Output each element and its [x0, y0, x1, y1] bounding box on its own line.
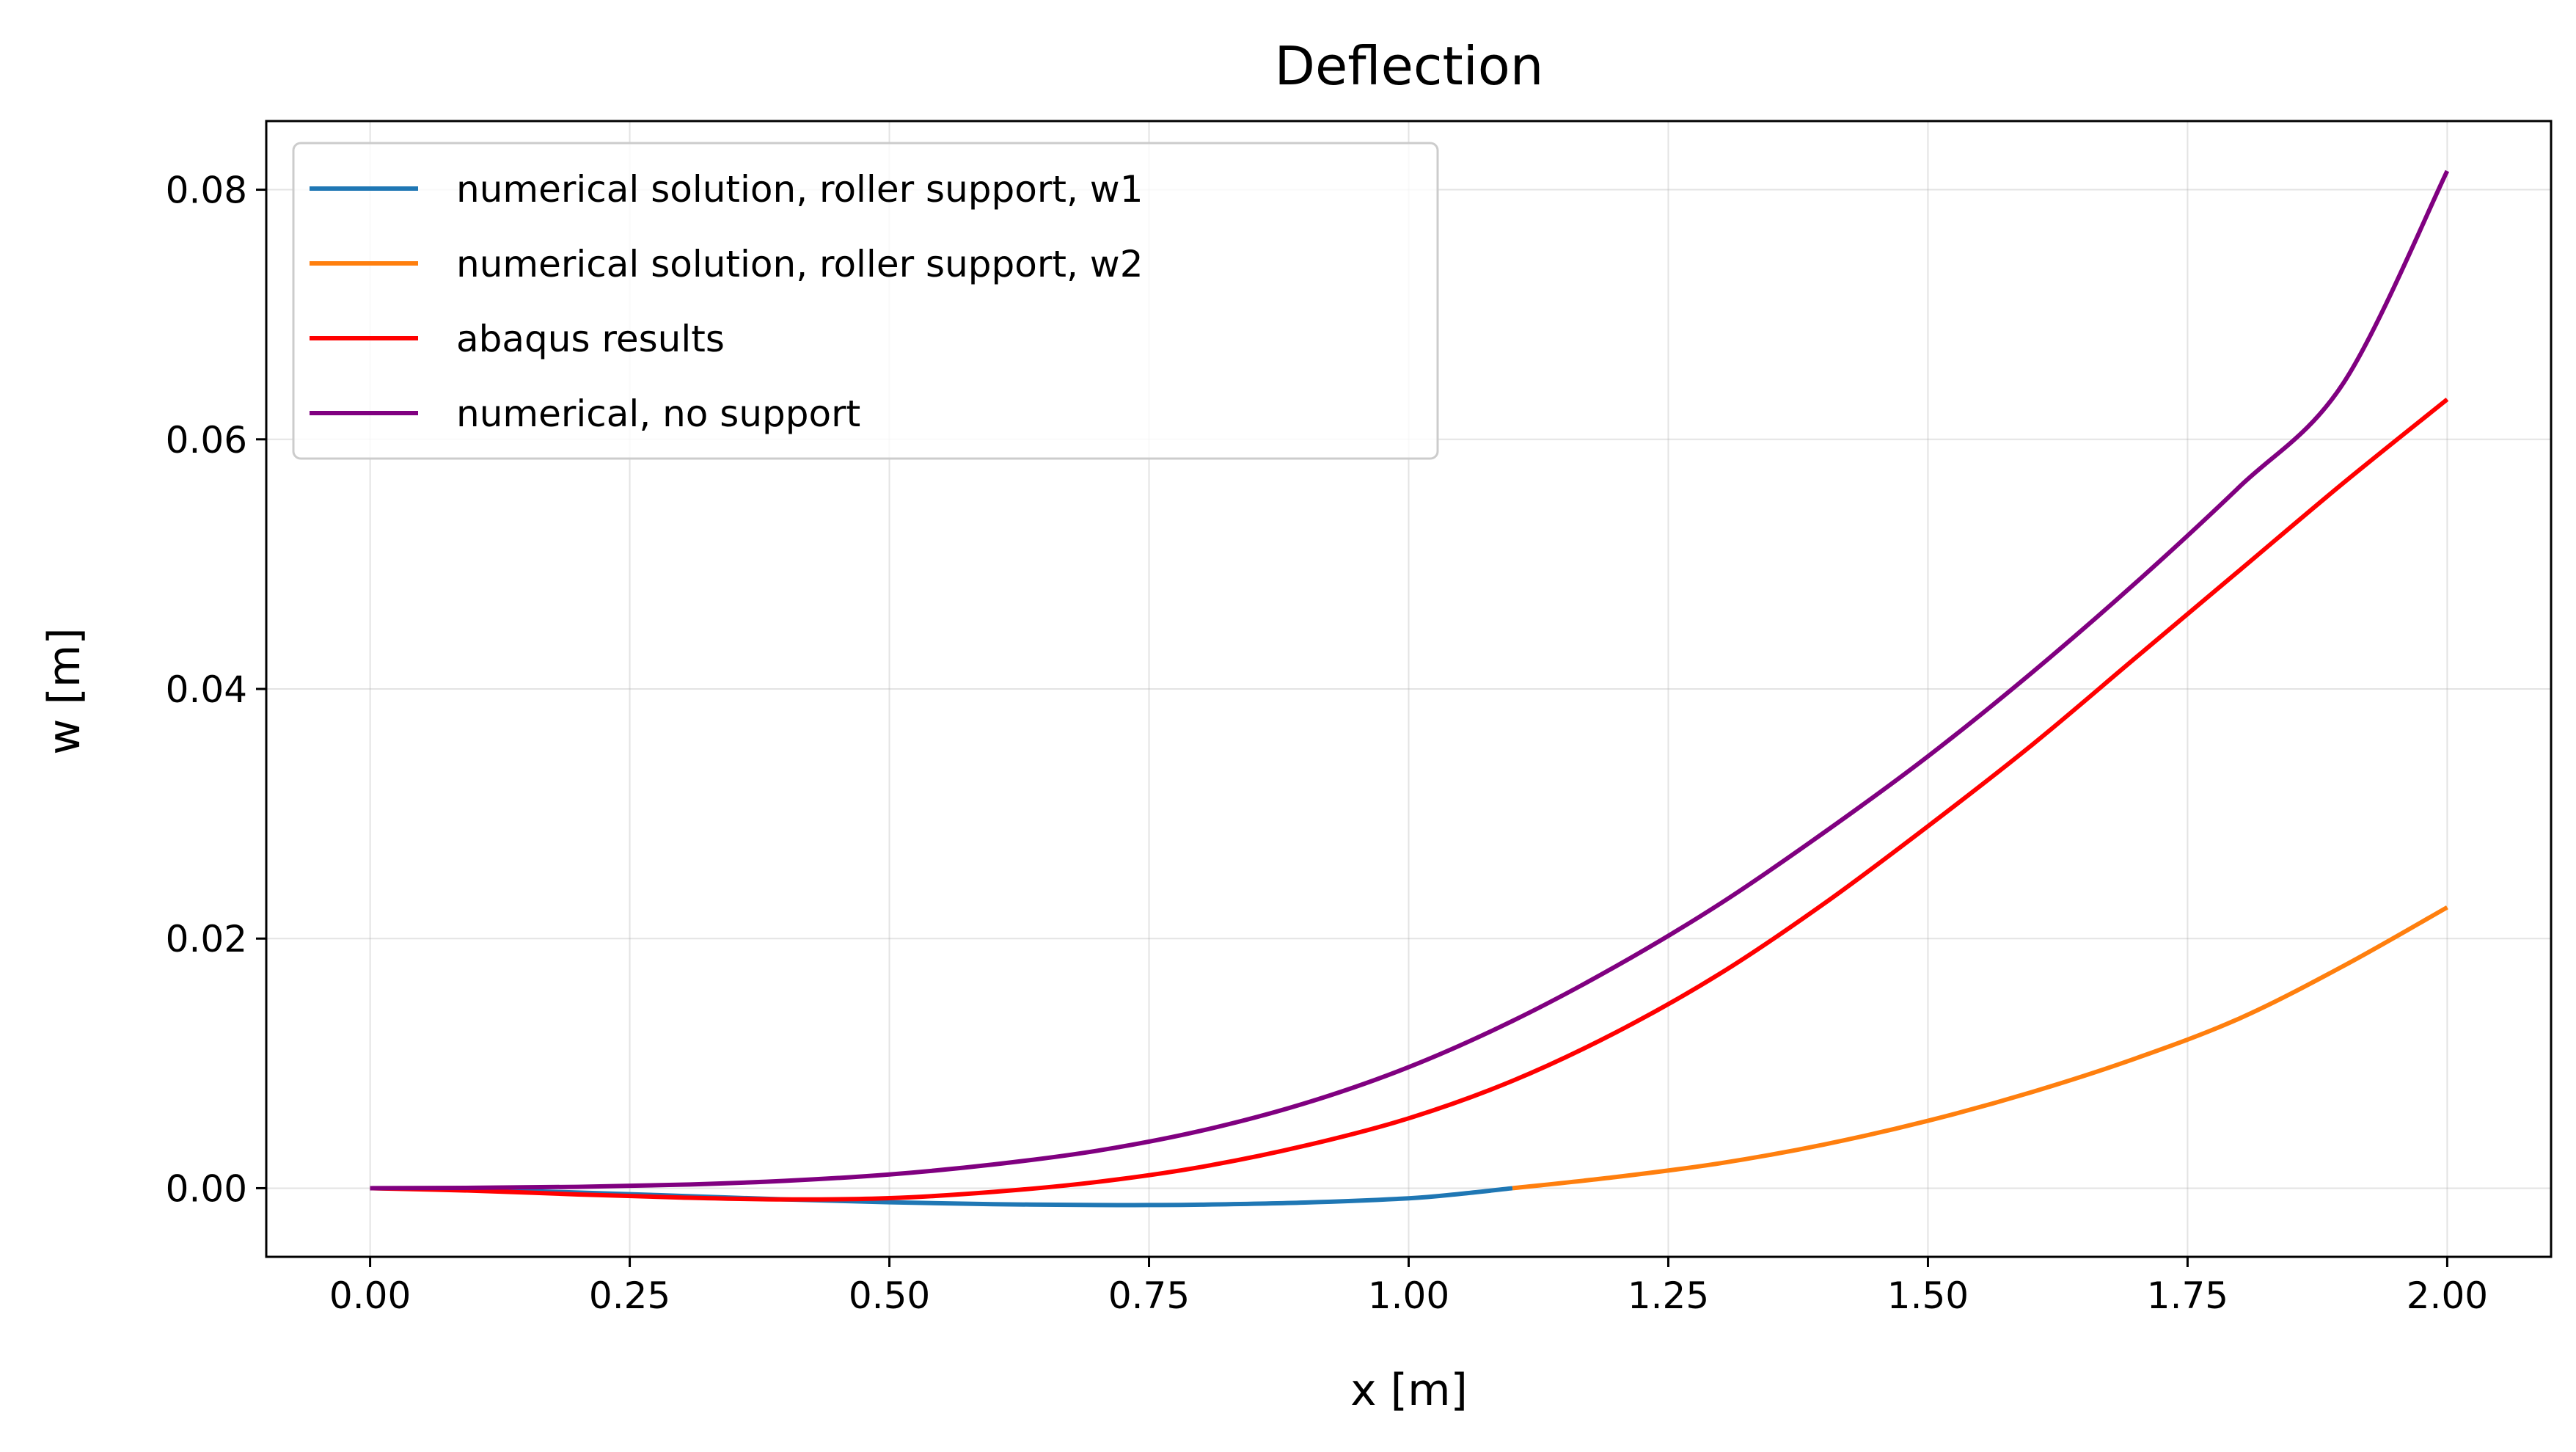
- legend-label: numerical, no support: [456, 393, 860, 435]
- y-tick-label: 0.00: [166, 1167, 247, 1210]
- y-tick-label: 0.06: [166, 419, 247, 461]
- series-lines: [370, 169, 2450, 1208]
- series-line-3: [370, 398, 2449, 1202]
- x-tick-label: 0.50: [849, 1274, 930, 1317]
- legend-label: numerical solution, roller support, w1: [456, 168, 1144, 211]
- legend-label: numerical solution, roller support, w2: [456, 243, 1144, 285]
- series-line-2: [1512, 905, 2448, 1191]
- y-tick-label: 0.02: [166, 918, 247, 960]
- x-tick-label: 2.00: [2407, 1274, 2488, 1317]
- series-line-4: [370, 169, 2450, 1191]
- x-axis-ticks: 0.00 0.25 0.50 0.75 1.00 1.25 1.50 1.75 2.00: [329, 1257, 2488, 1317]
- legend-box: [292, 142, 1439, 460]
- y-tick-label: 0.08: [166, 169, 247, 212]
- y-tick-label: 0.04: [166, 668, 247, 711]
- x-tick-label: 1.25: [1628, 1274, 1709, 1317]
- chart-title: Deflection: [1275, 35, 1544, 97]
- x-tick-label: 1.00: [1368, 1274, 1449, 1317]
- x-tick-label: 0.25: [589, 1274, 670, 1317]
- x-tick-label: 1.50: [1887, 1274, 1969, 1317]
- legend: numerical solution, roller support, w1 nu…: [292, 142, 1439, 460]
- legend-label: abaqus results: [456, 318, 725, 360]
- x-tick-label: 0.00: [329, 1274, 411, 1317]
- x-axis-title: x [m]: [1350, 1365, 1468, 1416]
- x-tick-label: 1.75: [2147, 1274, 2228, 1317]
- y-axis-ticks: 0.00 0.02 0.04 0.06 0.08: [166, 169, 266, 1210]
- y-axis-title: w [m]: [39, 627, 90, 754]
- x-tick-label: 0.75: [1108, 1274, 1190, 1317]
